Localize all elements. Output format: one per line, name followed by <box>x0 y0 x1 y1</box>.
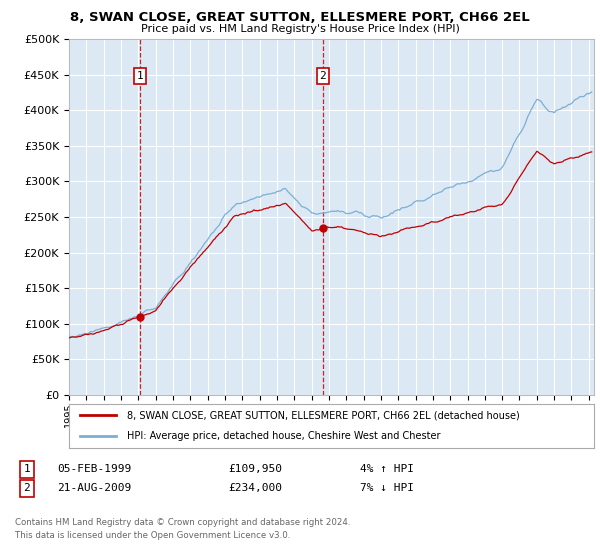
Text: 21-AUG-2009: 21-AUG-2009 <box>57 483 131 493</box>
Text: 8, SWAN CLOSE, GREAT SUTTON, ELLESMERE PORT, CH66 2EL (detached house): 8, SWAN CLOSE, GREAT SUTTON, ELLESMERE P… <box>127 410 520 420</box>
Text: 4% ↑ HPI: 4% ↑ HPI <box>360 464 414 474</box>
Text: 05-FEB-1999: 05-FEB-1999 <box>57 464 131 474</box>
Text: Contains HM Land Registry data © Crown copyright and database right 2024.
This d: Contains HM Land Registry data © Crown c… <box>15 519 350 540</box>
Text: 1: 1 <box>23 464 31 474</box>
Text: 7% ↓ HPI: 7% ↓ HPI <box>360 483 414 493</box>
Text: 2: 2 <box>23 483 31 493</box>
Text: 2: 2 <box>319 71 326 81</box>
Text: HPI: Average price, detached house, Cheshire West and Chester: HPI: Average price, detached house, Ches… <box>127 431 440 441</box>
Text: 1: 1 <box>136 71 143 81</box>
Text: £234,000: £234,000 <box>228 483 282 493</box>
Text: Price paid vs. HM Land Registry's House Price Index (HPI): Price paid vs. HM Land Registry's House … <box>140 24 460 34</box>
Text: £109,950: £109,950 <box>228 464 282 474</box>
Text: 8, SWAN CLOSE, GREAT SUTTON, ELLESMERE PORT, CH66 2EL: 8, SWAN CLOSE, GREAT SUTTON, ELLESMERE P… <box>70 11 530 24</box>
